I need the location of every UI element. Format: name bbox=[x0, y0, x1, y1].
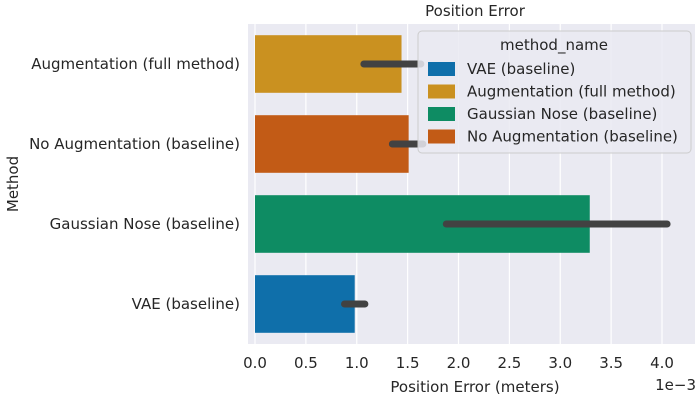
legend-title: method_name bbox=[500, 36, 608, 55]
x-tick-label: 1.0 bbox=[345, 354, 369, 372]
y-tick-label: No Augmentation (baseline) bbox=[29, 135, 240, 153]
x-tick-labels: 0.0 0.5 1.0 1.5 2.0 2.5 3.0 3.5 4.0 bbox=[243, 354, 674, 372]
x-tick-label: 2.5 bbox=[497, 354, 521, 372]
error-bars bbox=[341, 60, 671, 308]
y-tick-labels: Augmentation (full method) No Augmentatio… bbox=[29, 55, 240, 313]
legend-entry-label: VAE (baseline) bbox=[467, 60, 575, 78]
x-tick-label: 3.0 bbox=[548, 354, 572, 372]
chart-title: Position Error bbox=[425, 2, 526, 20]
bar bbox=[255, 115, 409, 173]
bar bbox=[255, 275, 355, 333]
legend-swatch bbox=[428, 129, 455, 144]
x-tick-label: 2.0 bbox=[447, 354, 471, 372]
bars bbox=[255, 35, 590, 333]
x-tick-label: 0.0 bbox=[243, 354, 267, 372]
x-tick-label: 0.5 bbox=[294, 354, 318, 372]
x-tick-label: 1.5 bbox=[396, 354, 420, 372]
x-axis-label: Position Error (meters) bbox=[390, 378, 559, 396]
legend: method_name VAE (baseline) Augmentation (… bbox=[417, 30, 692, 154]
legend-swatch bbox=[428, 84, 455, 99]
legend-entry-label: Gaussian Nose (baseline) bbox=[467, 105, 657, 123]
legend-swatch bbox=[428, 107, 455, 121]
y-tick-label: Gaussian Nose (baseline) bbox=[50, 215, 240, 233]
legend-swatch bbox=[428, 62, 455, 76]
legend-entry-label: No Augmentation (baseline) bbox=[467, 128, 678, 146]
legend-entry-label: Augmentation (full method) bbox=[467, 83, 676, 101]
y-axis-label: Method bbox=[4, 156, 22, 212]
x-tick-label: 3.5 bbox=[599, 354, 623, 372]
y-tick-label: VAE (baseline) bbox=[132, 295, 240, 313]
x-tick-label: 4.0 bbox=[650, 354, 674, 372]
x-axis-offset-label: 1e−3 bbox=[655, 376, 696, 394]
y-tick-label: Augmentation (full method) bbox=[31, 55, 240, 73]
legend-box bbox=[417, 30, 692, 154]
